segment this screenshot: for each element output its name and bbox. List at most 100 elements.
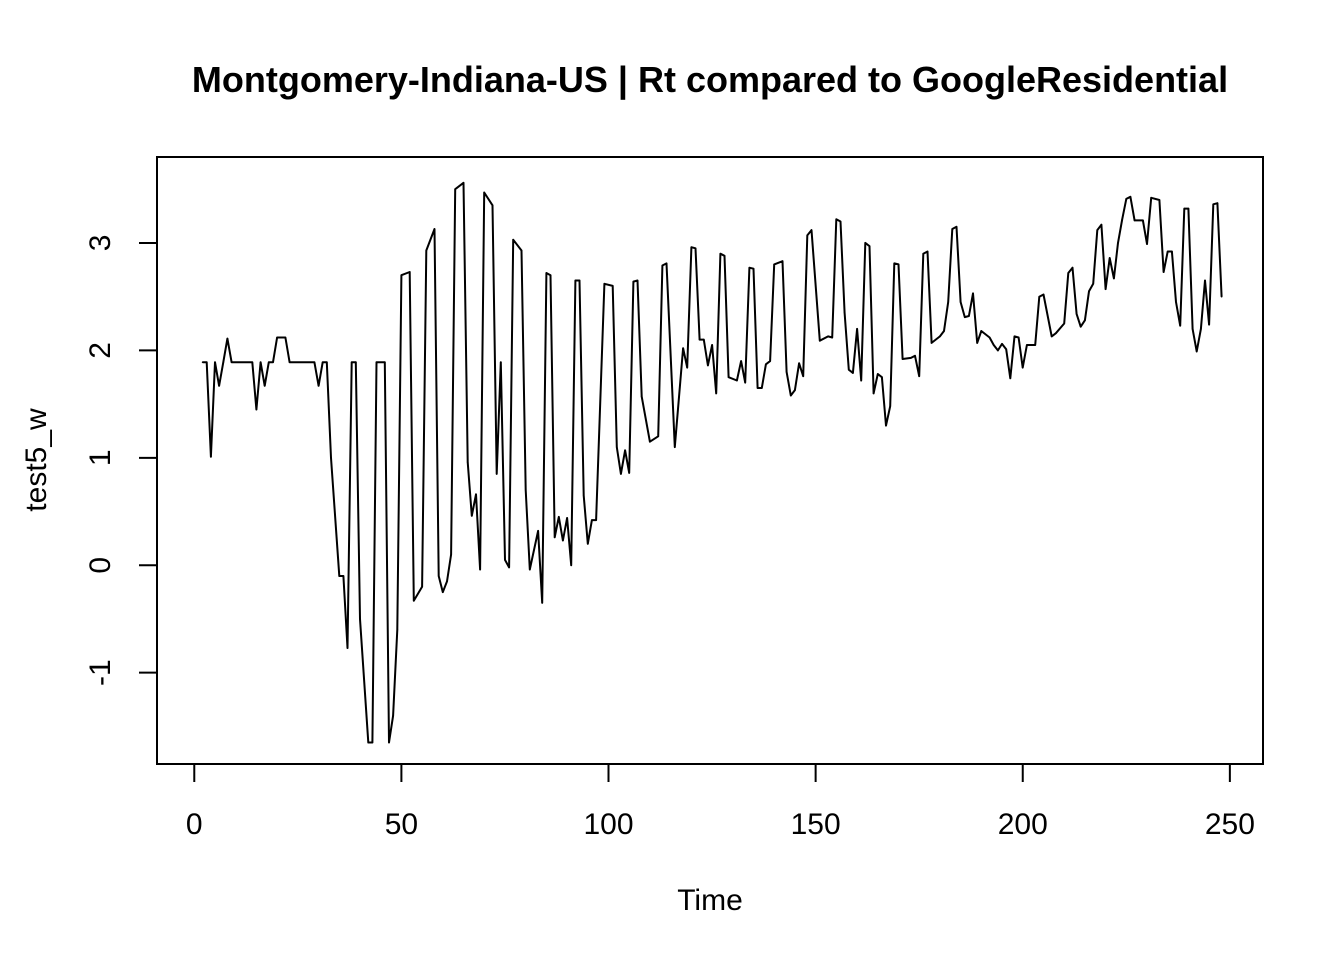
data-point [413,599,415,602]
data-point [1208,323,1210,326]
y-tick-label: 0 [84,557,117,574]
data-point [566,517,568,519]
data-point [1096,229,1099,231]
data-point [715,392,717,395]
data-point [437,575,440,577]
data-point [446,580,448,583]
data-point [1001,343,1003,345]
data-point [475,493,477,496]
data-point [1050,335,1053,338]
data-point [1121,218,1123,221]
x-tick-label: 50 [385,808,418,841]
data-point [1100,223,1103,226]
data-point [785,371,788,373]
y-axis-label: test5_w [20,408,53,512]
data-point [930,342,933,344]
data-point [549,274,552,277]
data-point [1195,350,1198,353]
y-axis: -1 0 1 2 3 [84,235,158,686]
data-point [885,424,887,427]
data-point [976,342,978,344]
data-point [727,376,730,379]
data-point [769,360,771,362]
y-tick-label: 1 [84,449,117,466]
data-point [665,262,668,265]
data-point [603,283,606,285]
data-point [321,361,324,364]
data-point [992,344,995,346]
data-point [914,355,916,357]
data-point [690,246,693,248]
data-point [375,361,378,364]
data-point [856,328,858,330]
data-point [330,457,332,459]
data-point [1129,196,1132,198]
data-point [740,360,742,362]
chart-title: Montgomery-Indiana-US | Rt compared to G… [192,59,1228,101]
data-point [988,336,991,339]
data-point [1084,319,1086,322]
data-point [288,361,291,364]
data-point [466,461,469,463]
data-point [1142,219,1144,222]
data-point [367,741,370,744]
data-point [1150,197,1152,199]
data-point [968,315,970,317]
data-point [218,385,220,387]
data-point [214,361,216,364]
data-point [1158,199,1161,201]
y-tick-label: 2 [84,342,117,359]
data-point [649,440,651,443]
series-line [202,181,1223,744]
data-point [794,389,796,391]
y-tick-label: -1 [84,659,117,686]
data-point [574,279,577,282]
data-point [222,361,225,364]
data-point [1026,344,1028,346]
data-point [491,204,494,207]
data-point [918,375,920,378]
data-point [802,375,804,378]
data-point [263,385,266,387]
data-point [723,255,726,257]
data-point [997,349,999,352]
data-point [674,446,676,448]
data-point [483,191,486,194]
data-point [761,387,763,389]
data-point [500,361,502,364]
data-point [628,472,630,474]
data-point [425,249,428,252]
data-point [1125,198,1128,200]
data-point [893,262,896,265]
data-point [897,263,900,266]
data-point [810,229,813,231]
data-point [338,575,341,577]
data-point [1017,336,1020,339]
data-point [524,489,527,491]
plot-frame [156,156,1264,765]
data-point [901,358,904,360]
data-point [541,602,543,604]
x-tick-label: 200 [998,808,1048,841]
data-point [255,408,258,411]
data-point [1104,288,1107,290]
data-point [922,252,925,255]
data-point [578,279,581,282]
data-point [1183,207,1186,210]
data-point [1005,348,1007,351]
data-point [201,361,204,364]
data-point [611,285,614,287]
data-point [392,714,394,717]
data-point [947,301,949,303]
data-point [657,435,659,438]
data-point [868,245,871,247]
data-point [1117,242,1119,244]
data-point [342,575,345,577]
data-point [384,361,386,364]
data-points [201,182,1223,744]
data-point [529,568,531,571]
data-point [462,182,465,184]
data-point [1175,301,1177,303]
data-point [1166,250,1169,253]
data-point [798,362,800,365]
